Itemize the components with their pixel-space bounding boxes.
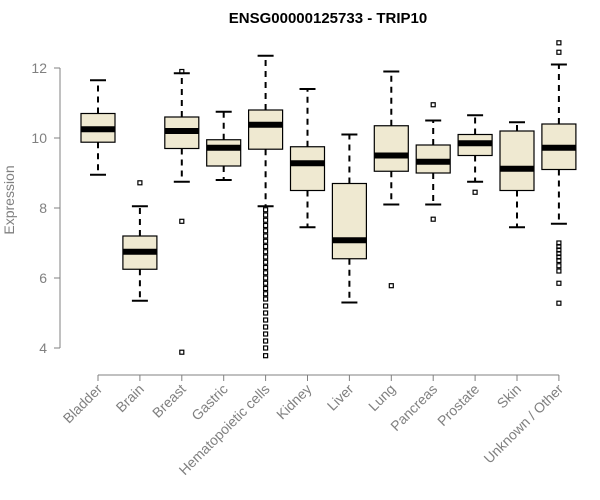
iqr-box <box>499 130 535 192</box>
x-tick-label: Lung <box>365 381 398 414</box>
box-gastric <box>206 110 242 181</box>
box-lung <box>373 70 409 289</box>
outlier-point <box>430 216 436 222</box>
outlier-point <box>263 243 269 250</box>
box-kidney <box>289 88 326 229</box>
outlier-point <box>472 189 478 195</box>
iqr-box <box>373 125 409 172</box>
outlier-point <box>556 49 562 55</box>
outlier-point <box>263 275 269 281</box>
outlier-point <box>263 303 269 309</box>
iqr-box <box>248 109 284 150</box>
outlier-point <box>556 263 562 269</box>
chart-title: ENSG00000125733 - TRIP10 <box>229 10 427 27</box>
outlier-point <box>263 324 269 330</box>
x-tick-label: Unknown / Other <box>480 381 566 467</box>
y-tick-label: 10 <box>31 130 47 146</box>
y-tick-label: 12 <box>31 60 47 76</box>
outlier-point <box>263 259 269 265</box>
outlier-point <box>263 353 269 359</box>
outlier-point <box>179 349 185 355</box>
outlier-point <box>556 280 562 286</box>
y-axis-label: Expression <box>1 165 17 234</box>
box-unknown-other <box>541 40 577 306</box>
y-axis: 4 6 8 10 12 <box>31 60 61 356</box>
iqr-box <box>206 139 242 167</box>
outlier-point <box>388 283 394 289</box>
outlier-point <box>263 222 269 229</box>
y-tick-label: 8 <box>39 200 47 216</box>
box-hematopoietic-cells <box>248 54 284 359</box>
x-tick-label: Breast <box>149 381 189 421</box>
outlier-point <box>430 102 436 108</box>
box-bladder <box>80 79 116 176</box>
box-pancreas <box>415 102 451 222</box>
outlier-point <box>263 296 269 302</box>
y-tick-label: 6 <box>39 270 47 286</box>
outlier-point <box>263 238 269 244</box>
iqr-box <box>289 146 326 192</box>
box-breast <box>164 68 200 355</box>
outlier-point <box>556 40 562 46</box>
y-tick-label: 4 <box>39 340 47 356</box>
outlier-point <box>263 212 269 218</box>
x-tick-label: Liver <box>324 381 357 414</box>
x-tick-label: Bladder <box>60 381 106 427</box>
outlier-point <box>179 68 185 75</box>
outlier-point <box>263 217 269 223</box>
outlier-point <box>263 207 269 213</box>
outlier-point <box>263 254 269 260</box>
x-tick-label: Skin <box>494 381 525 412</box>
outlier-point <box>263 331 269 337</box>
outlier-point <box>263 228 269 234</box>
outlier-point <box>263 285 269 292</box>
outlier-point <box>263 249 269 255</box>
x-tick-label: Kidney <box>273 381 315 423</box>
outlier-point <box>263 317 269 323</box>
outlier-point <box>556 257 562 264</box>
box-skin <box>499 121 535 229</box>
x-tick-label: Prostate <box>434 381 482 429</box>
iqr-box <box>331 182 367 260</box>
outlier-point <box>263 291 269 297</box>
outlier-point <box>137 180 143 186</box>
plot-area <box>80 40 577 359</box>
x-tick-label: Brain <box>113 381 147 415</box>
outlier-point <box>263 310 269 316</box>
outlier-point <box>263 280 269 286</box>
outlier-point <box>263 270 269 276</box>
box-brain <box>122 180 158 302</box>
outlier-point <box>263 264 269 271</box>
outlier-point <box>263 338 269 344</box>
outlier-point <box>263 233 269 239</box>
outlier-point <box>556 300 562 306</box>
box-prostate <box>457 114 493 195</box>
x-tick-label: Pancreas <box>387 381 440 434</box>
box-liver <box>331 133 367 304</box>
outlier-point <box>179 218 185 224</box>
outlier-point <box>556 268 562 274</box>
outlier-point <box>263 345 269 351</box>
